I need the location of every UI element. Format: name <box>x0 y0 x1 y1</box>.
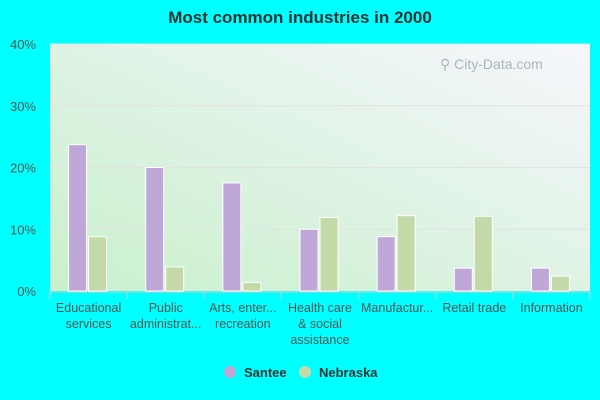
x-tick-label: Information <box>520 301 583 315</box>
y-tick-label: 10% <box>10 222 36 237</box>
bar-nebraska[interactable] <box>165 266 185 292</box>
legend-label: Santee <box>244 365 287 380</box>
chart-title: Most common industries in 2000 <box>168 8 432 27</box>
bar-nebraska[interactable] <box>319 217 339 292</box>
bar-santee[interactable] <box>222 182 242 292</box>
bar-santee[interactable] <box>145 167 165 292</box>
y-tick-label: 20% <box>10 161 36 176</box>
x-tick-label: recreation <box>215 317 271 331</box>
bar-nebraska[interactable] <box>242 281 262 292</box>
x-tick-label: Manufactur... <box>361 301 433 315</box>
x-tick-label: Public <box>149 301 183 315</box>
legend-swatch <box>299 366 311 378</box>
y-tick-label: 0% <box>17 284 36 299</box>
watermark-logo: ⚲ City-Data.com <box>440 56 543 72</box>
bar-nebraska[interactable] <box>550 275 570 292</box>
x-tick-label: Retail trade <box>442 301 506 315</box>
legend-swatch <box>224 366 236 378</box>
x-tick-label: assistance <box>290 333 349 347</box>
y-tick-label: 40% <box>10 37 36 52</box>
legend-label: Nebraska <box>319 365 378 380</box>
y-tick-label: 30% <box>10 99 36 114</box>
bar-santee[interactable] <box>299 228 319 292</box>
bar-santee[interactable] <box>376 236 396 292</box>
bar-santee[interactable] <box>68 144 88 292</box>
bar-nebraska[interactable] <box>396 215 416 292</box>
x-tick-label: Health care <box>288 301 352 315</box>
bar-nebraska[interactable] <box>88 236 108 292</box>
x-tick-label: Educational <box>56 301 121 315</box>
x-tick-label: services <box>66 317 112 331</box>
bar-santee[interactable] <box>530 267 550 292</box>
bar-nebraska[interactable] <box>473 215 493 292</box>
x-tick-label: & social <box>298 317 342 331</box>
bar-santee[interactable] <box>453 267 473 292</box>
x-tick-label: administrat... <box>130 317 202 331</box>
x-tick-label: Arts, enter... <box>209 301 276 315</box>
